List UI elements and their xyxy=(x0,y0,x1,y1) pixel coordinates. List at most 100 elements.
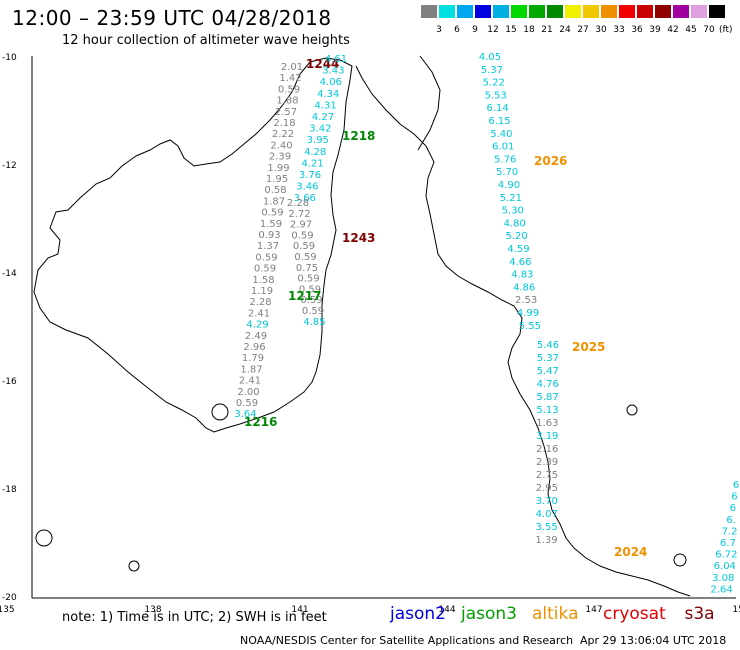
wave-height-label: 3.55 xyxy=(535,522,557,533)
colorbar-label: 27 xyxy=(577,25,589,35)
wave-height-label: 5.87 xyxy=(536,392,558,403)
wave-height-label: 2.49 xyxy=(245,331,267,342)
wave-height-label: 6.01 xyxy=(492,142,514,153)
wave-height-label: 2.39 xyxy=(536,457,558,468)
wave-height-label: 3.76 xyxy=(299,170,321,181)
colorbar-label: 33 xyxy=(613,25,625,35)
colorbar-swatch xyxy=(583,5,599,18)
wave-height-label: 6.15 xyxy=(488,116,510,127)
wave-height-label: 4.34 xyxy=(317,89,339,100)
island xyxy=(211,403,229,421)
wave-height-label: 2.53 xyxy=(515,295,537,306)
wave-height-label: 5.22 xyxy=(483,78,505,89)
island xyxy=(35,529,53,547)
track-time-label: 1217 xyxy=(288,289,321,303)
wave-height-label: 1.39 xyxy=(535,535,557,546)
wave-height-label: 3.43 xyxy=(322,66,344,77)
colorbar-label: 3 xyxy=(436,25,442,35)
wave-height-label: 4.90 xyxy=(498,180,520,191)
satellite-track: 2.282.722.970.590.590.590.750.590.590.59… xyxy=(287,198,376,328)
wave-height-label: 1.87 xyxy=(240,364,262,375)
track-time-label: 2026 xyxy=(534,154,567,168)
island xyxy=(673,553,687,567)
wave-height-label: 3.70 xyxy=(536,496,558,507)
wave-height-label: 2.95 xyxy=(536,483,558,494)
track-time-label: 2024 xyxy=(614,545,647,559)
island xyxy=(128,560,140,572)
wave-height-label: 0.93 xyxy=(258,230,280,241)
wave-height-label: 2.22 xyxy=(272,129,294,140)
wave-height-label: 2.96 xyxy=(243,342,265,353)
wave-height-label: 0.59 xyxy=(261,208,283,219)
map-frame xyxy=(31,56,736,599)
satellite-track: 1217 xyxy=(288,289,321,303)
wave-height-label: 1.88 xyxy=(276,96,298,107)
wave-height-label: 2.40 xyxy=(270,140,292,151)
wave-height-label: 5.30 xyxy=(502,206,524,217)
wave-height-label: 0.75 xyxy=(296,263,318,274)
colorbar-swatch xyxy=(547,5,563,18)
wave-height-label: 3.08 xyxy=(712,573,734,584)
legend-s3a: s3a xyxy=(684,604,715,624)
wave-height-label: 0.59 xyxy=(254,264,276,275)
wave-height-label: 1.79 xyxy=(242,353,264,364)
page-subtitle: 12 hour collection of altimeter wave hei… xyxy=(62,33,350,48)
colorbar-swatch xyxy=(439,5,455,18)
satellite-track: 4.05 5.37 5.225.53 6.14 6.15 5.40 6.015.76 5.70… xyxy=(479,52,568,332)
wave-height-label: 4.80 xyxy=(504,218,526,229)
colorbar-label: 6 xyxy=(454,25,460,35)
track-time-label: 1243 xyxy=(342,231,375,245)
colorbar-label: 39 xyxy=(649,25,661,35)
wave-height-label: 2.39 xyxy=(269,152,291,163)
wave-height-label: 2.41 xyxy=(248,308,270,319)
wave-height-label: 1.42 xyxy=(279,73,301,84)
wave-height-label: 4.59 xyxy=(507,244,529,255)
wave-height-label: 0.59 xyxy=(293,241,315,252)
wave-height-label: 0.59 xyxy=(236,398,258,409)
wave-height-label: 4.85 xyxy=(303,317,325,328)
wave-height-label: 5.46 xyxy=(537,340,559,351)
wave-height-label: 5.37 xyxy=(481,65,503,76)
wave-height-label: 0.59 xyxy=(291,230,313,241)
wave-height-label: 2.75 xyxy=(536,470,558,481)
wave-height-label: 6 xyxy=(731,492,737,503)
east-coastline xyxy=(355,65,691,597)
wave-height-label: 0.58 xyxy=(264,185,286,196)
wave-height-label: 2.28 xyxy=(249,297,271,308)
wave-height-label: 4.66 xyxy=(509,257,531,268)
lat-tick-label: -10 xyxy=(2,53,17,63)
lat-tick-label: -14 xyxy=(2,269,17,279)
colorbar-swatch xyxy=(493,5,509,18)
wave-height-label: 5.76 xyxy=(494,154,516,165)
wave-height-label: 3.19 xyxy=(536,431,558,442)
wave-height-label: 2.16 xyxy=(536,444,558,455)
legend-altika: altika xyxy=(532,604,579,624)
colorbar-label: 9 xyxy=(472,25,478,35)
wave-height-label: 2.64 xyxy=(710,584,732,595)
colorbar-label: 36 xyxy=(631,25,643,35)
new-guinea-coastline xyxy=(417,55,441,151)
wave-height-label: 0.59 xyxy=(255,252,277,263)
satellite-track: 1216 xyxy=(244,415,277,429)
wave-height-label: 6.7 xyxy=(720,538,736,549)
colorbar-label: 24 xyxy=(559,25,571,35)
colorbar-label: 70 xyxy=(703,25,715,35)
colorbar-swatch xyxy=(565,5,581,18)
wave-height-label: 6.72 xyxy=(715,550,737,561)
wave-height-label: 5.55 xyxy=(519,321,541,332)
wave-height-label: 5.47 xyxy=(537,366,559,377)
wave-height-label: 5.70 xyxy=(496,167,518,178)
wave-height-label: 0.59 xyxy=(278,84,300,95)
wave-height-label: 3.46 xyxy=(296,182,318,193)
colorbar-swatch xyxy=(475,5,491,18)
wave-height-label: 4.07 xyxy=(536,509,558,520)
lat-tick-label: -16 xyxy=(2,377,17,387)
wave-height-label: 5.40 xyxy=(490,129,512,140)
colorbar-swatch xyxy=(637,5,653,18)
footer-timestamp: Apr 29 13:06:04 UTC 2018 xyxy=(580,634,727,647)
colorbar-label: 45 xyxy=(685,25,697,35)
colorbar-swatch xyxy=(709,5,725,18)
colorbar-swatch xyxy=(529,5,545,18)
colorbar-swatch xyxy=(673,5,689,18)
